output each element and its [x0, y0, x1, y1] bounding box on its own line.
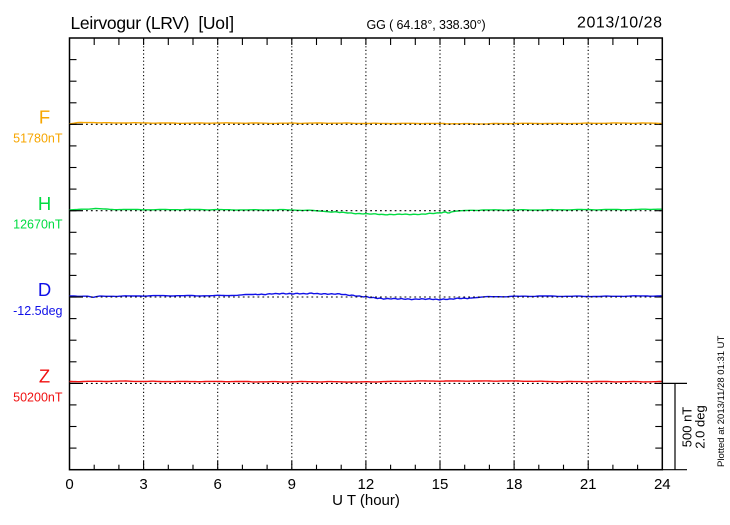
svg-text:15: 15 [432, 476, 449, 493]
svg-text:D: D [38, 279, 51, 300]
svg-text:0: 0 [65, 476, 73, 493]
svg-text:H: H [38, 193, 51, 214]
svg-text:50200nT: 50200nT [13, 390, 63, 404]
svg-text:500 nT: 500 nT [680, 407, 695, 448]
svg-text:51780nT: 51780nT [13, 131, 63, 145]
svg-text:3: 3 [139, 476, 147, 493]
svg-text:2013/10/28: 2013/10/28 [577, 15, 663, 32]
svg-text:Plotted at 2013/11/28 01:31 UT: Plotted at 2013/11/28 01:31 UT [716, 335, 727, 467]
svg-text:24: 24 [654, 476, 671, 493]
svg-text:GG ( 64.18°, 338.30°): GG ( 64.18°, 338.30°) [367, 18, 486, 32]
svg-text:-12.5deg: -12.5deg [13, 304, 62, 318]
svg-text:2.0 deg: 2.0 deg [693, 405, 708, 448]
svg-text:18: 18 [506, 476, 523, 493]
svg-text:U T (hour): U T (hour) [332, 492, 400, 509]
svg-text:12: 12 [358, 476, 375, 493]
svg-text:F: F [39, 107, 50, 128]
svg-text:Leirvogur (LRV) [UoI]: Leirvogur (LRV) [UoI] [71, 13, 234, 33]
svg-text:Z: Z [39, 366, 50, 387]
svg-text:6: 6 [214, 476, 222, 493]
svg-text:21: 21 [580, 476, 597, 493]
svg-text:9: 9 [288, 476, 296, 493]
svg-text:12670nT: 12670nT [13, 218, 63, 232]
